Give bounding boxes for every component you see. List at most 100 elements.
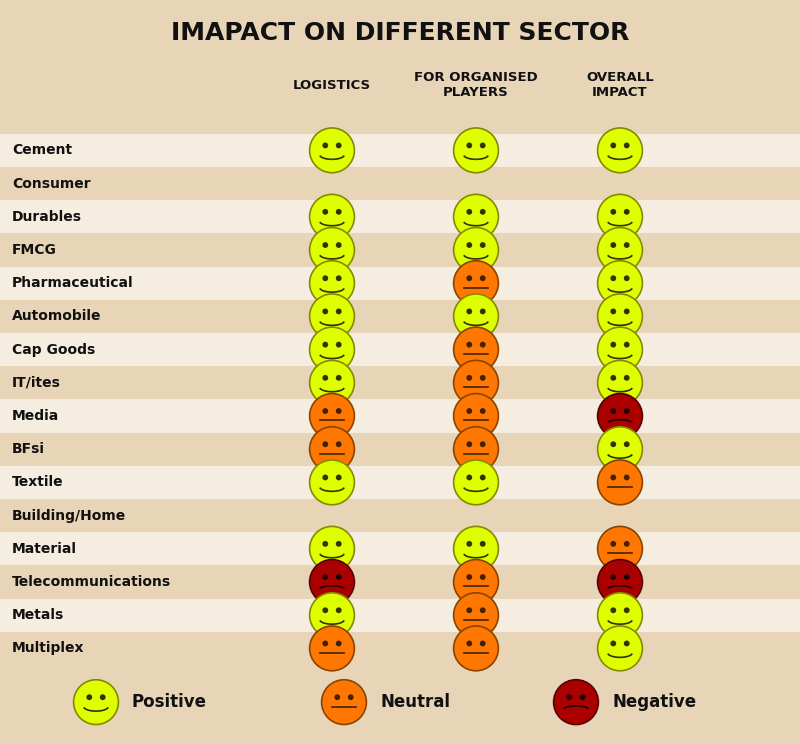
Ellipse shape [624, 640, 630, 646]
Ellipse shape [610, 607, 616, 613]
Ellipse shape [624, 574, 630, 580]
Ellipse shape [310, 261, 354, 305]
Text: Cap Goods: Cap Goods [12, 343, 95, 357]
Ellipse shape [454, 526, 498, 571]
Ellipse shape [310, 394, 354, 438]
Ellipse shape [480, 640, 486, 646]
FancyBboxPatch shape [0, 532, 800, 565]
Ellipse shape [598, 227, 642, 273]
Ellipse shape [480, 441, 486, 447]
Ellipse shape [310, 559, 354, 604]
Ellipse shape [322, 276, 328, 281]
Ellipse shape [624, 441, 630, 447]
Ellipse shape [336, 541, 342, 547]
Ellipse shape [454, 128, 498, 172]
Ellipse shape [610, 574, 616, 580]
Ellipse shape [334, 694, 340, 700]
Ellipse shape [466, 640, 472, 646]
Ellipse shape [598, 559, 642, 604]
FancyBboxPatch shape [0, 299, 800, 333]
Text: Negative: Negative [612, 693, 696, 711]
Ellipse shape [322, 408, 328, 414]
Ellipse shape [598, 327, 642, 372]
Ellipse shape [454, 327, 498, 372]
Ellipse shape [624, 242, 630, 248]
Ellipse shape [480, 308, 486, 314]
Text: Material: Material [12, 542, 77, 556]
Ellipse shape [610, 342, 616, 348]
Ellipse shape [322, 143, 328, 149]
Ellipse shape [554, 680, 598, 724]
Ellipse shape [454, 460, 498, 504]
Ellipse shape [624, 342, 630, 348]
Text: Cement: Cement [12, 143, 72, 158]
Ellipse shape [598, 626, 642, 671]
FancyBboxPatch shape [0, 167, 800, 200]
Ellipse shape [466, 607, 472, 613]
Text: Metals: Metals [12, 609, 64, 622]
Ellipse shape [336, 640, 342, 646]
Ellipse shape [480, 276, 486, 281]
Text: Neutral: Neutral [380, 693, 450, 711]
Text: Pharmaceutical: Pharmaceutical [12, 276, 134, 291]
Ellipse shape [598, 460, 642, 504]
Ellipse shape [466, 375, 472, 380]
Ellipse shape [598, 128, 642, 172]
Ellipse shape [336, 475, 342, 481]
Ellipse shape [466, 308, 472, 314]
Ellipse shape [454, 294, 498, 339]
Ellipse shape [322, 607, 328, 613]
Ellipse shape [480, 209, 486, 215]
Ellipse shape [466, 276, 472, 281]
Ellipse shape [480, 242, 486, 248]
Ellipse shape [322, 375, 328, 380]
Ellipse shape [454, 394, 498, 438]
Ellipse shape [322, 242, 328, 248]
Text: Textile: Textile [12, 476, 64, 490]
Ellipse shape [336, 408, 342, 414]
Ellipse shape [610, 640, 616, 646]
Ellipse shape [454, 261, 498, 305]
Ellipse shape [466, 574, 472, 580]
Ellipse shape [322, 574, 328, 580]
FancyBboxPatch shape [0, 400, 800, 432]
Ellipse shape [336, 209, 342, 215]
FancyBboxPatch shape [0, 632, 800, 665]
Ellipse shape [466, 475, 472, 481]
Ellipse shape [310, 626, 354, 671]
Ellipse shape [598, 294, 642, 339]
Ellipse shape [480, 375, 486, 380]
Ellipse shape [310, 460, 354, 504]
Ellipse shape [310, 128, 354, 172]
Ellipse shape [480, 143, 486, 149]
Ellipse shape [310, 593, 354, 637]
Ellipse shape [310, 227, 354, 273]
Ellipse shape [310, 526, 354, 571]
FancyBboxPatch shape [0, 134, 800, 167]
Ellipse shape [610, 541, 616, 547]
Ellipse shape [322, 680, 366, 724]
Ellipse shape [336, 607, 342, 613]
FancyBboxPatch shape [0, 267, 800, 299]
Ellipse shape [322, 209, 328, 215]
Ellipse shape [598, 526, 642, 571]
FancyBboxPatch shape [0, 432, 800, 466]
Ellipse shape [310, 327, 354, 372]
Ellipse shape [336, 342, 342, 348]
Text: Durables: Durables [12, 210, 82, 224]
Text: IT/ites: IT/ites [12, 376, 61, 390]
Ellipse shape [454, 626, 498, 671]
Ellipse shape [336, 574, 342, 580]
Ellipse shape [610, 143, 616, 149]
Text: FMCG: FMCG [12, 243, 57, 257]
Ellipse shape [454, 593, 498, 637]
Ellipse shape [322, 342, 328, 348]
Ellipse shape [598, 360, 642, 405]
Ellipse shape [454, 426, 498, 472]
Ellipse shape [610, 408, 616, 414]
Ellipse shape [598, 394, 642, 438]
Ellipse shape [480, 607, 486, 613]
Text: BFsi: BFsi [12, 442, 45, 456]
Ellipse shape [466, 342, 472, 348]
Ellipse shape [310, 426, 354, 472]
